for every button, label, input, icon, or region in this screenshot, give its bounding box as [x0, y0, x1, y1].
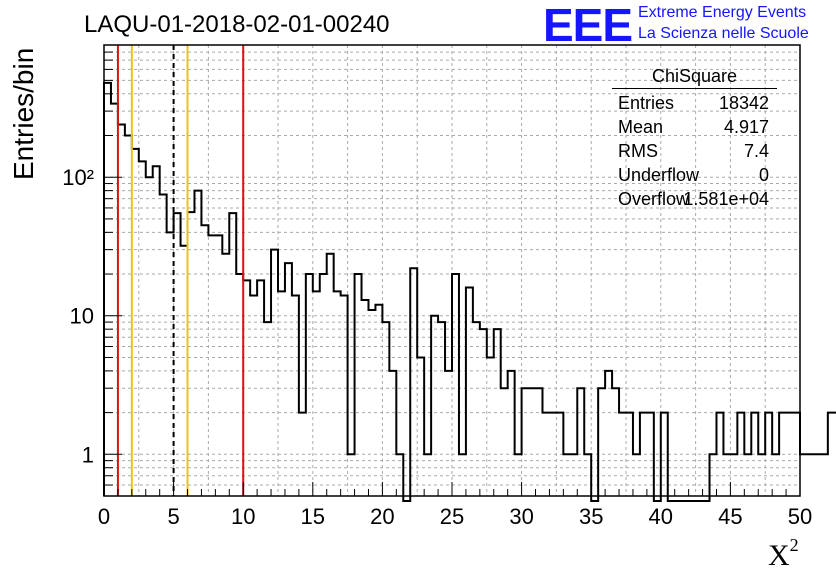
- stats-key: Mean: [618, 117, 664, 137]
- stats-key: Overflow: [618, 189, 690, 209]
- axis-ticks: [103, 51, 801, 496]
- stats-row: Entries 18342: [612, 91, 777, 115]
- x-tick-label: 25: [440, 504, 464, 529]
- x-tick-label: 50: [788, 504, 812, 529]
- y-tick-label: 10: [70, 304, 94, 329]
- stats-key: Underflow: [618, 165, 700, 185]
- stats-key: RMS: [618, 141, 658, 161]
- eee-logo: EEE: [543, 0, 633, 51]
- stats-key: Entries: [618, 93, 675, 113]
- stats-value: 0: [758, 165, 769, 185]
- x-tick-labels: 0 5 10 15 20 25 30 35 40 45 50: [98, 504, 812, 529]
- stats-value: 1.581e+04: [683, 189, 769, 209]
- y-tick-labels: 1 10 10²: [62, 165, 94, 467]
- x-tick-label: 5: [167, 504, 179, 529]
- stats-value: 4.917: [723, 117, 769, 137]
- x-tick-label: 45: [718, 504, 742, 529]
- x-tick-label: 35: [579, 504, 603, 529]
- stats-value: 7.4: [743, 141, 769, 161]
- stats-value: 18342: [718, 93, 769, 113]
- stats-row: Underflow 0: [612, 163, 777, 187]
- stats-row: RMS 7.4: [612, 139, 777, 163]
- x-tick-label: 30: [509, 504, 533, 529]
- stats-row: Mean 4.917: [612, 115, 777, 139]
- reference-lines: [116, 45, 245, 496]
- x-tick-label: 20: [370, 504, 394, 529]
- y-axis-label: Entries/bin: [8, 47, 39, 180]
- x-tick-label: 10: [231, 504, 255, 529]
- x-axis-label: X2: [768, 535, 799, 572]
- logo-line-2: La Scienza nelle Scuole: [638, 25, 809, 42]
- stats-box: ChiSquare Entries 18342 Mean 4.917 RMS 7.4 Und…: [612, 66, 777, 211]
- histogram-series: [103, 81, 836, 502]
- y-tick-label: 10²: [62, 165, 94, 190]
- logo-line-1: Extreme Energy Events: [638, 4, 807, 21]
- stats-title: ChiSquare: [612, 66, 777, 89]
- x-tick-label: 40: [649, 504, 673, 529]
- stats-row: Overflow 1.581e+04: [612, 187, 777, 211]
- x-tick-label: 15: [301, 504, 325, 529]
- x-tick-label: 0: [98, 504, 110, 529]
- plot-title: LAQU-01-2018-02-01-00240: [84, 11, 390, 38]
- y-tick-label: 1: [82, 442, 94, 467]
